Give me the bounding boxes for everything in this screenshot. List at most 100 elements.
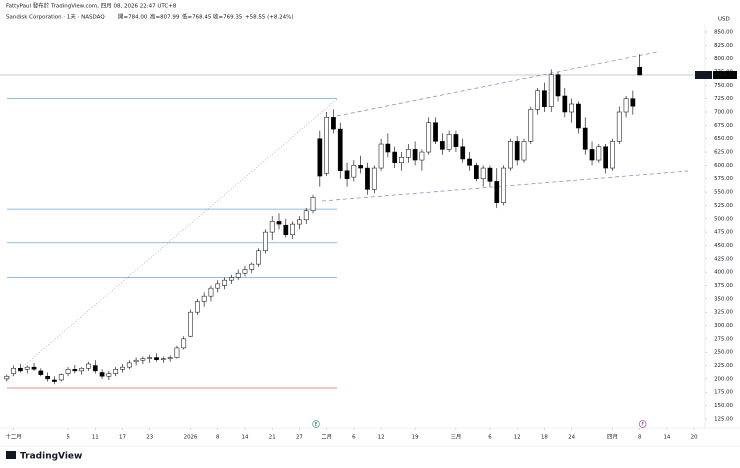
candle-body — [310, 197, 316, 212]
y-tick-label: 175.00 — [714, 390, 733, 396]
candle-body — [269, 221, 275, 233]
candle-body — [514, 141, 520, 161]
candle-body — [508, 141, 513, 169]
candle-body — [453, 134, 459, 147]
candle-body — [283, 224, 289, 236]
candle-body — [392, 151, 398, 163]
y-tick-label: 475.00 — [714, 230, 733, 236]
event-marker — [638, 420, 647, 428]
candle-body — [582, 127, 588, 150]
trend-dotted — [6, 98, 338, 381]
candle-body — [18, 367, 23, 372]
candle-body — [126, 362, 132, 368]
candle-body — [344, 170, 350, 179]
candle-body — [106, 373, 112, 377]
price-tag-label: 769.35 — [716, 72, 735, 78]
candle-body — [45, 375, 50, 380]
y-tick-label: 200.00 — [714, 376, 733, 382]
logo-mark — [6, 451, 16, 459]
x-tick-label: 17 — [119, 435, 126, 441]
candle-body — [79, 367, 85, 372]
candle-body — [399, 157, 404, 163]
y-tick-label: 800.00 — [714, 56, 733, 62]
candle-body — [535, 90, 540, 110]
candle-body — [120, 366, 125, 370]
candle-body — [65, 369, 71, 374]
candle-body — [201, 295, 207, 302]
y-tick-label: 500.00 — [714, 216, 733, 222]
y-tick-label: 825.00 — [714, 43, 733, 49]
candle-body — [555, 74, 561, 97]
candle-body — [188, 311, 193, 337]
y-tick-label: 625.00 — [714, 150, 733, 156]
high: 高=807.99 — [150, 13, 180, 21]
candle-body — [365, 167, 370, 190]
candle-body — [194, 301, 200, 313]
candle-body — [630, 98, 636, 107]
x-tick-label: 三月 — [451, 434, 462, 441]
candle-body — [439, 141, 445, 150]
candle-body — [4, 375, 10, 380]
symbol: Sandisk Corporation · 1天 · NASDAQ — [6, 14, 105, 21]
x-tick-label: 12 — [514, 435, 521, 441]
x-tick-label: 11 — [92, 435, 99, 441]
low: 低=768.45 — [182, 13, 212, 21]
candle-body — [467, 158, 472, 166]
candle-body — [542, 90, 547, 107]
y-tick-label: 525.00 — [714, 203, 733, 209]
candle-body — [351, 165, 357, 178]
candle-body — [147, 357, 153, 359]
x-tick-label: 27 — [296, 435, 303, 441]
candle-body — [446, 134, 452, 150]
x-tick-label: 6 — [352, 435, 356, 441]
candle-body — [337, 128, 343, 171]
y-tick-label: 300.00 — [714, 323, 733, 329]
candle-body — [38, 370, 44, 375]
change: +58.55 (+8.24%) — [245, 15, 293, 21]
y-tick-label: 125.00 — [714, 416, 733, 422]
candle-body — [412, 149, 418, 161]
candle-body — [317, 138, 323, 177]
x-tick-label: 19 — [412, 435, 419, 441]
close: 收=769.35 — [213, 13, 243, 21]
candle-body — [589, 149, 595, 161]
y-tick-label: 750.00 — [714, 83, 733, 89]
candle-body — [154, 357, 159, 360]
candle-body — [358, 165, 364, 169]
x-tick-label: 14 — [242, 435, 249, 441]
x-tick-label: 8 — [216, 435, 220, 441]
candle-body — [181, 338, 187, 349]
candle-body — [160, 358, 166, 360]
open: 開=784.00 — [118, 14, 148, 21]
x-tick-label: 24 — [568, 435, 575, 441]
candle-body — [303, 210, 309, 221]
candle-body — [501, 167, 506, 203]
candle-body — [473, 165, 479, 179]
candle-body — [603, 146, 609, 169]
x-tick-label: 20 — [691, 435, 698, 441]
candle-body — [419, 151, 425, 161]
candle-body — [24, 366, 30, 370]
y-tick-label: 400.00 — [714, 270, 733, 276]
candle-body — [249, 263, 255, 270]
y-tick-label: 425.00 — [714, 256, 733, 262]
candle-body — [58, 374, 64, 381]
candle-body — [616, 111, 622, 142]
candle-body — [215, 283, 221, 289]
candle-body — [52, 379, 57, 382]
y-tick-label: 550.00 — [714, 190, 733, 196]
x-tick-label: 14 — [663, 435, 670, 441]
candle-body — [242, 269, 248, 274]
candle-body — [174, 347, 180, 358]
currency: USD — [718, 17, 730, 23]
candle-body — [385, 143, 391, 153]
candle-body — [11, 367, 16, 374]
y-tick-label: 675.00 — [714, 123, 733, 129]
x-tick-label: 23 — [146, 435, 153, 441]
y-tick-label: 250.00 — [714, 350, 733, 356]
candle-body — [562, 95, 568, 113]
candle-body — [494, 181, 500, 203]
candle-body — [72, 369, 78, 372]
x-tick-label: 十二月 — [6, 433, 22, 441]
